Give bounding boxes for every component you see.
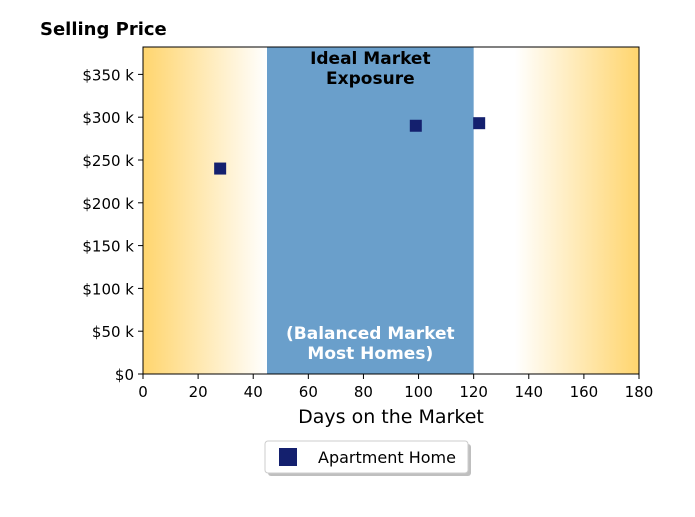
legend: Apartment Home <box>264 440 471 476</box>
x-axis-label: Days on the Market <box>298 406 484 428</box>
x-tick-label: 0 <box>138 383 148 401</box>
x-tick-label: 40 <box>244 383 263 401</box>
x-tick-label: 80 <box>354 383 373 401</box>
y-tick-label: $300 k <box>82 109 134 127</box>
y-axis: $0 $50 k $100 k $150 k $200 k $250 k $300 k $35… <box>82 66 143 384</box>
annotation-balanced-market: Most Homes) <box>307 344 433 364</box>
y-tick-label: $100 k <box>82 280 134 298</box>
x-tick-label: 120 <box>459 383 488 401</box>
y-tick-label: $350 k <box>82 66 134 84</box>
legend-marker <box>279 448 297 466</box>
data-point <box>409 119 422 132</box>
y-tick-label: $50 k <box>92 323 134 341</box>
chart-title: Selling Price <box>40 19 167 40</box>
shaded-region <box>267 47 474 374</box>
x-tick-label: 140 <box>514 383 543 401</box>
annotation-ideal-exposure: Ideal Market <box>310 49 431 69</box>
y-tick-label: $200 k <box>82 195 134 213</box>
data-point <box>473 117 486 130</box>
y-tick-label: $250 k <box>82 152 134 170</box>
y-tick-label: $0 <box>115 366 134 384</box>
x-axis: 0 20 40 60 80 100 120 140 160 180 <box>138 374 653 401</box>
x-tick-label: 60 <box>299 383 318 401</box>
x-tick-label: 100 <box>404 383 433 401</box>
plot-frame <box>142 46 640 375</box>
data-point <box>214 162 227 175</box>
x-tick-label: 160 <box>570 383 599 401</box>
annotation-balanced-market: (Balanced Market <box>286 324 455 344</box>
x-tick-label: 20 <box>189 383 208 401</box>
annotation-ideal-exposure: Exposure <box>326 69 415 89</box>
legend-box <box>264 440 469 474</box>
y-tick-label: $150 k <box>82 238 134 256</box>
x-tick-label: 180 <box>625 383 654 401</box>
legend-label: Apartment Home <box>318 448 456 467</box>
